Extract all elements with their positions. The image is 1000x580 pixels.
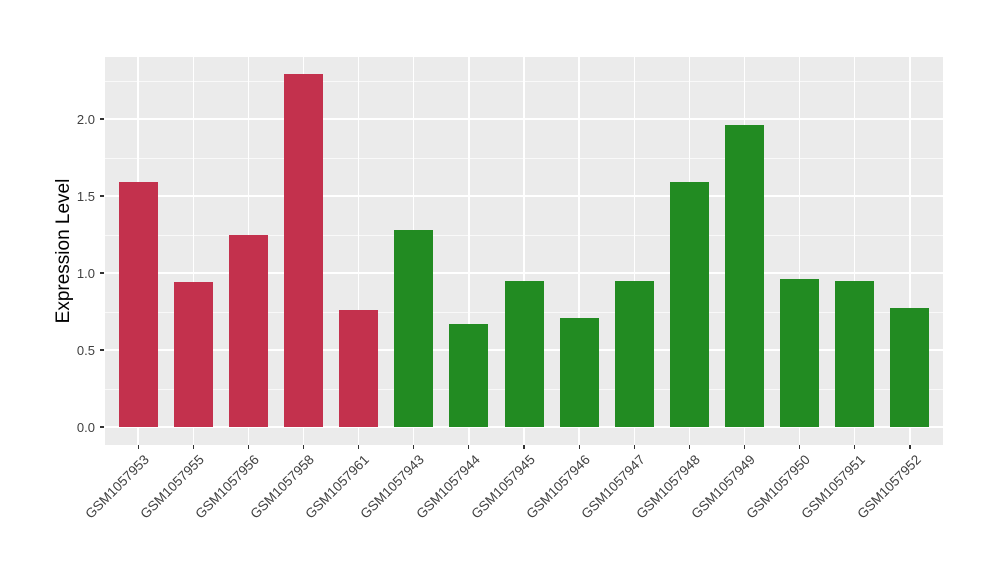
y-tick-mark-1.0	[100, 272, 104, 274]
bar-GSM1057950	[780, 279, 820, 427]
bar-GSM1057943	[394, 229, 434, 427]
bar-GSM1057953	[118, 182, 158, 427]
y-tick-mark-0.5	[100, 349, 104, 351]
gridline-x-GSM1057961	[357, 57, 360, 445]
gridline-x-GSM1057952	[909, 57, 911, 445]
x-tick-mark-GSM1057950	[799, 445, 801, 449]
gridline-x-GSM1057947	[633, 57, 635, 445]
plot-panel	[105, 57, 943, 445]
x-tick-mark-GSM1057948	[688, 445, 690, 449]
gridline-x-GSM1057944	[468, 57, 470, 445]
bar-GSM1057949	[725, 125, 765, 427]
x-tick-mark-GSM1057951	[854, 445, 856, 449]
x-tick-mark-GSM1057943	[413, 445, 415, 449]
x-tick-mark-GSM1057961	[358, 445, 360, 449]
gridline-x-GSM1057950	[798, 57, 801, 445]
y-tick-label-2.0: 2.0	[76, 111, 95, 127]
y-tick-mark-1.5	[100, 195, 104, 197]
bar-GSM1057951	[835, 280, 875, 427]
y-tick-label-1.0: 1.0	[76, 265, 95, 281]
x-tick-mark-GSM1057956	[247, 445, 249, 449]
bar-GSM1057946	[559, 317, 599, 427]
x-tick-mark-GSM1057958	[302, 445, 305, 449]
gridline-x-GSM1057945	[523, 57, 525, 445]
gridline-x-GSM1057946	[578, 57, 580, 445]
y-tick-label-0.0: 0.0	[76, 419, 95, 435]
x-tick-mark-GSM1057953	[137, 445, 139, 449]
y-tick-mark-2.0	[100, 118, 104, 120]
gridline-x-GSM1057955	[192, 57, 194, 445]
bar-GSM1057961	[339, 309, 379, 427]
x-tick-mark-GSM1057944	[468, 445, 470, 449]
bar-GSM1057952	[890, 308, 930, 427]
gridline-x-GSM1057951	[854, 57, 856, 445]
x-tick-mark-GSM1057946	[578, 445, 580, 449]
y-tick-label-0.5: 0.5	[76, 342, 95, 358]
x-tick-mark-GSM1057952	[909, 445, 911, 449]
bar-GSM1057956	[228, 234, 268, 427]
bar-GSM1057955	[173, 282, 213, 427]
x-tick-mark-GSM1057949	[743, 445, 746, 449]
x-tick-mark-GSM1057955	[192, 445, 194, 449]
bar-GSM1057947	[614, 280, 654, 427]
bar-GSM1057948	[669, 182, 709, 427]
x-tick-mark-GSM1057947	[633, 445, 635, 449]
bar-GSM1057958	[283, 74, 323, 427]
y-tick-label-1.5: 1.5	[76, 188, 95, 204]
bar-GSM1057945	[504, 280, 544, 427]
y-tick-mark-0.0	[100, 426, 104, 428]
x-tick-mark-GSM1057945	[523, 445, 525, 449]
bar-GSM1057944	[449, 323, 489, 427]
